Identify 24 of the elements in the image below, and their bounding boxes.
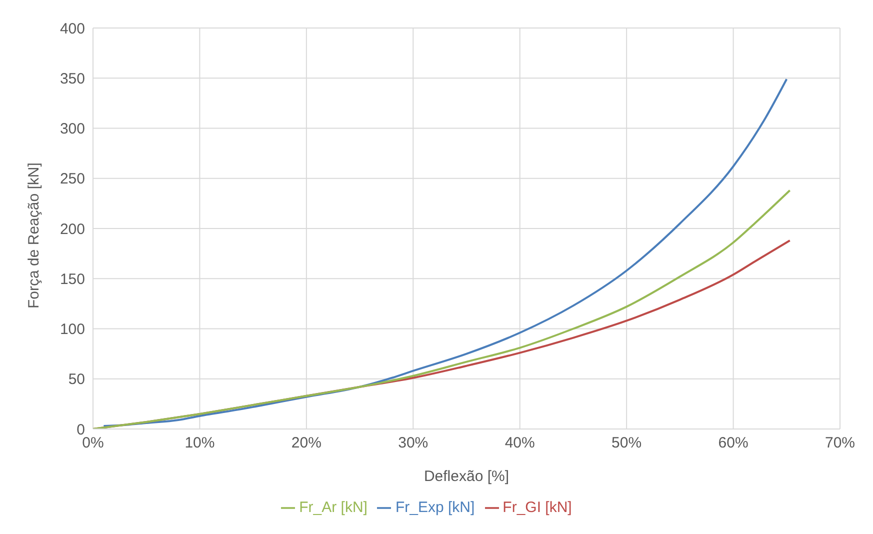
- y-tick-label: 350: [60, 70, 85, 88]
- y-axis-title: Força de Reação [kN]: [25, 162, 42, 308]
- y-tick-label: 150: [60, 270, 85, 288]
- y-tick-label: 0: [76, 421, 85, 438]
- y-tick-label: 50: [68, 371, 85, 388]
- y-tick-label: 200: [60, 220, 85, 238]
- line-series: [102, 78, 788, 427]
- line-series: [93, 189, 791, 429]
- y-tick-label: 300: [60, 120, 85, 138]
- y-tick-label: 400: [60, 20, 85, 38]
- x-tick-label: 60%: [718, 434, 748, 452]
- x-tick-label: 20%: [291, 434, 322, 452]
- x-tick-label: 0%: [82, 434, 104, 452]
- x-axis-title: Deflexão [%]: [424, 468, 510, 485]
- legend-label: Fr_Exp [kN]: [395, 499, 475, 516]
- y-tick-label: 100: [60, 321, 85, 338]
- x-tick-label: 40%: [504, 434, 535, 452]
- legend-label: Fr_GI [kN]: [502, 499, 572, 516]
- y-tick-label: 250: [60, 170, 85, 188]
- x-tick-label: 50%: [612, 434, 642, 452]
- x-tick-label: 70%: [824, 434, 856, 452]
- legend-label: Fr_Ar [kN]: [299, 499, 368, 516]
- x-tick-label: 10%: [184, 434, 215, 452]
- x-tick-label: 30%: [398, 434, 428, 452]
